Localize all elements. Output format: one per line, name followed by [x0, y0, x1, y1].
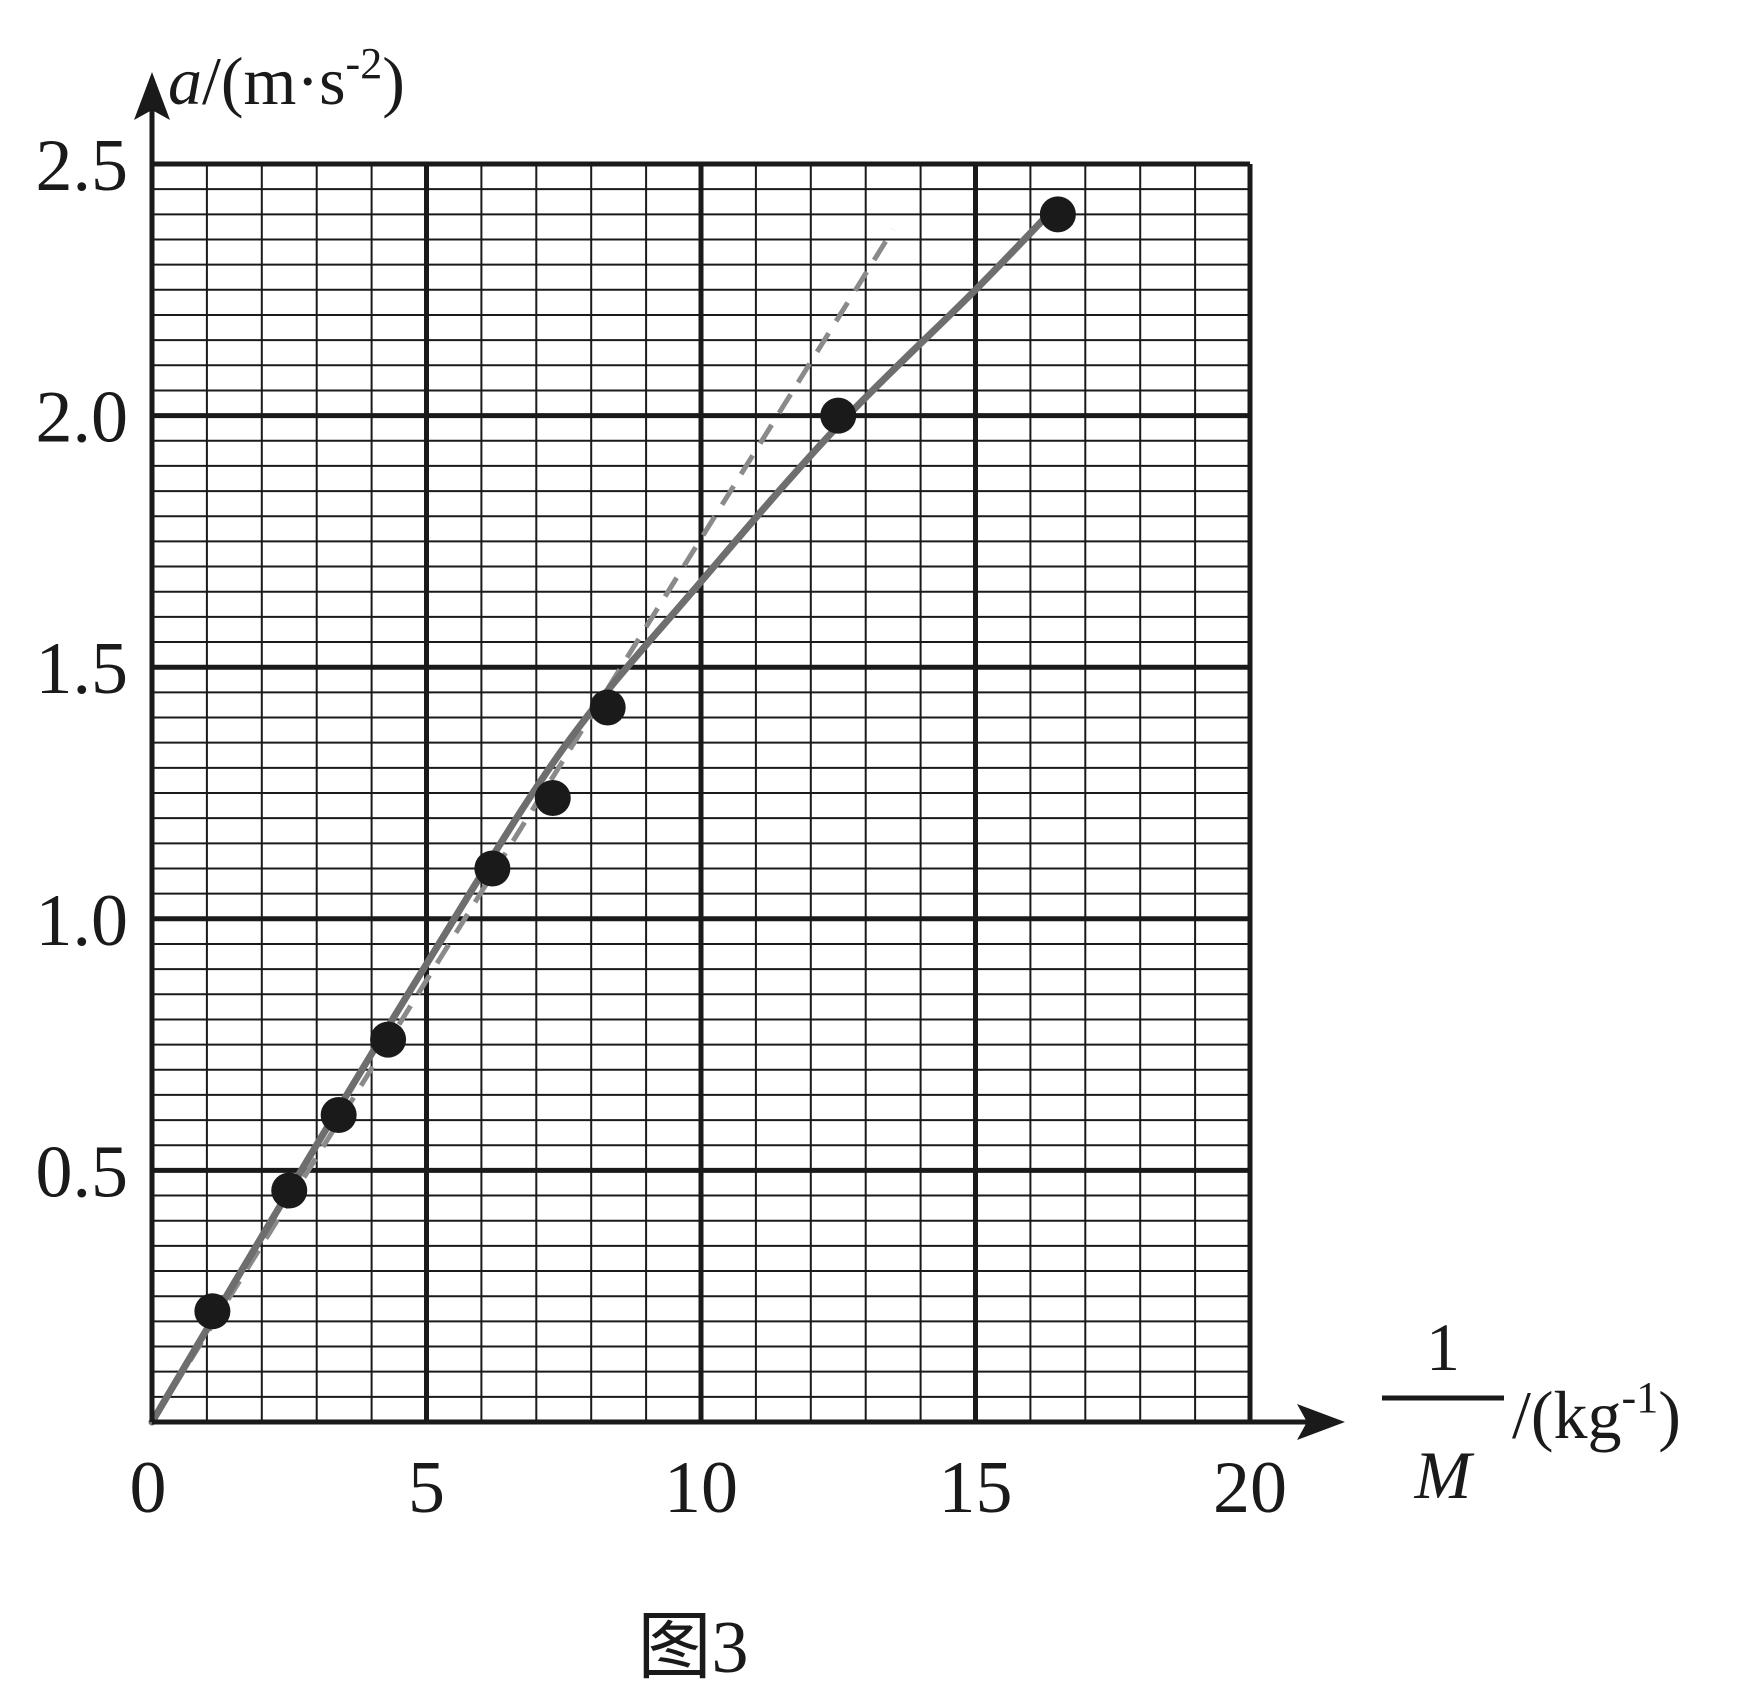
- y-axis-unit-close: ): [382, 43, 405, 119]
- data-point: [474, 850, 511, 887]
- curves: [148, 200, 1062, 1426]
- x-axis-unit-exponent: -1: [1622, 1373, 1659, 1422]
- y-axis-unit-exponent: -2: [346, 39, 383, 88]
- x-axis-unit-close: ): [1658, 1377, 1681, 1453]
- data-point: [271, 1172, 308, 1209]
- data-point: [1039, 196, 1076, 233]
- x-axis-arrow: [1297, 1404, 1345, 1440]
- y-tick-label: 2.0: [36, 377, 129, 459]
- x-axis-unit-open: /(kg: [1512, 1377, 1622, 1453]
- x-axis-unit: /(kg-1): [1512, 1373, 1681, 1453]
- grid-major: [152, 161, 1253, 1422]
- x-tick-label: 10: [664, 1447, 738, 1529]
- data-points: [194, 196, 1076, 1330]
- y-tick-label: 1.5: [36, 628, 129, 710]
- fit-curve: [148, 200, 1062, 1426]
- data-point: [320, 1097, 357, 1134]
- y-tick-label: 0.5: [36, 1131, 129, 1213]
- data-point: [194, 1293, 231, 1330]
- x-axis-label: 1 M /(kg-1): [1382, 1309, 1681, 1513]
- grid-minor: [152, 164, 1250, 1422]
- x-tick-label: 5: [408, 1447, 445, 1529]
- y-tick-label: 1.0: [36, 880, 129, 962]
- x-axis-denominator: M: [1414, 1437, 1475, 1513]
- tick-labels: 0 5 10 15 20 0.5 1.0 1.5 2.0 2.5: [36, 125, 1288, 1529]
- x-tick-label: 20: [1213, 1447, 1287, 1529]
- y-axis-label: a/(m·s-2): [168, 39, 405, 119]
- y-axis-arrow: [134, 72, 170, 120]
- data-point: [589, 689, 626, 726]
- x-tick-label: 0: [130, 1447, 167, 1529]
- y-tick-label: 2.5: [36, 125, 129, 207]
- data-point: [370, 1021, 407, 1058]
- figure-caption: 图3: [638, 1607, 749, 1689]
- axes: [134, 72, 1345, 1440]
- data-point: [820, 397, 857, 434]
- dashed-reference-line: [149, 228, 896, 1424]
- data-point: [534, 780, 571, 817]
- y-axis-variable: a: [168, 43, 202, 119]
- x-axis-numerator: 1: [1426, 1309, 1460, 1385]
- y-axis-unit: /(m·s: [202, 43, 346, 119]
- x-tick-label: 15: [939, 1447, 1013, 1529]
